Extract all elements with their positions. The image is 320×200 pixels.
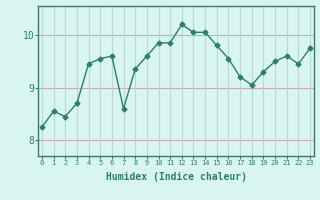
X-axis label: Humidex (Indice chaleur): Humidex (Indice chaleur) (106, 172, 246, 182)
